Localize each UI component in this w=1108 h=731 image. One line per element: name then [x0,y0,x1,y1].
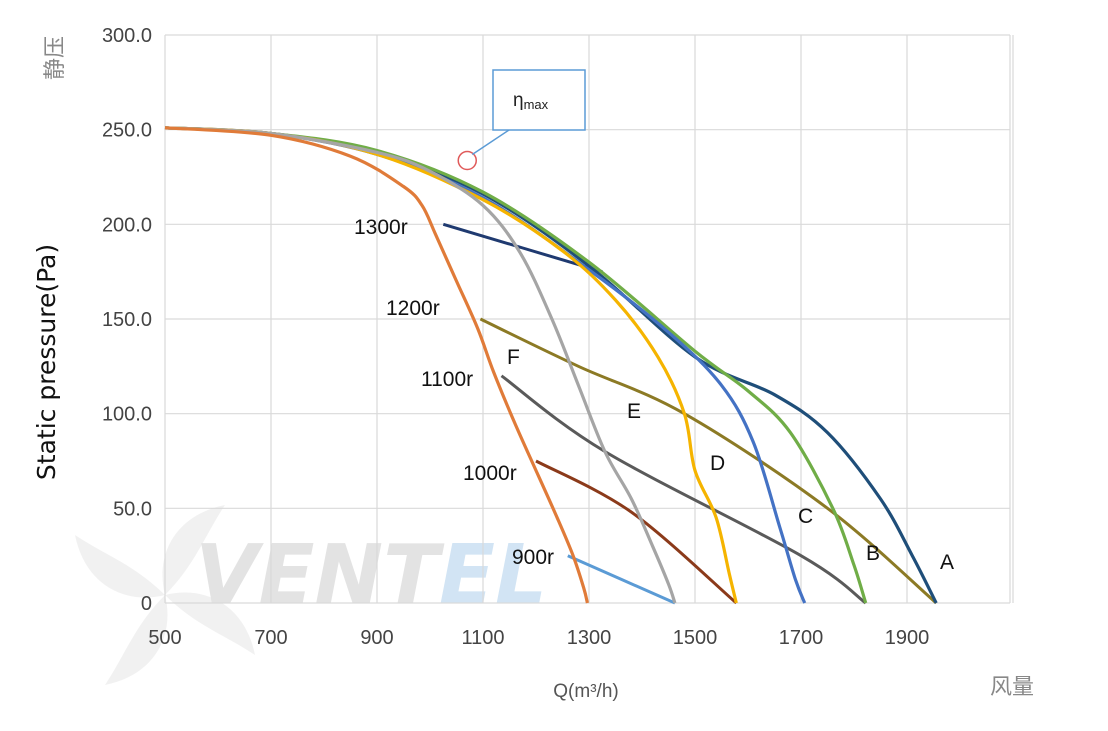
y-axis-label-cn: 静压 [43,36,68,80]
y-tick-label: 300.0 [102,25,152,47]
watermark-logo: VENTEL [75,505,547,685]
y-tick-label: 200.0 [102,214,152,236]
y-tick-label: 50.0 [113,498,152,520]
speed-line-1000r [535,459,738,605]
curve-label-B: B [866,542,880,565]
curve-label-F: F [507,346,520,369]
x-tick-label: 700 [254,627,287,649]
y-tick-labels: 0 50.0 100.0 150.0 200.0 250.0 300.0 [102,25,152,615]
speed-line-1200r [479,317,938,605]
speed-label-1000r: 1000r [463,462,517,485]
curve-label-E: E [627,400,641,423]
x-tick-label: 1500 [673,627,718,649]
grid [164,34,1014,604]
x-tick-label: 1100 [461,627,504,649]
speed-label-1300r: 1300r [354,216,408,239]
curve-label-A: A [940,551,954,574]
fan-curves [164,126,938,604]
curve-label-C: C [798,505,813,528]
x-axis-label: Q(m³/h) [553,681,618,702]
speed-label-1100r: 1100r [421,368,473,391]
speed-label-1200r: 1200r [386,297,440,320]
speed-lines [442,222,938,605]
x-axis-label-cn: 风量 [990,675,1034,700]
watermark-text: VENTEL [195,528,547,623]
x-tick-label: 900 [360,627,393,649]
x-tick-label: 1700 [779,627,824,649]
eta-max-marker [457,150,477,171]
speed-line-1100r [500,374,867,605]
eta-max-label: ηmax [513,90,549,112]
y-tick-label: 0 [141,593,152,615]
eta-max-box [492,69,586,131]
x-tick-label: 1900 [885,627,930,649]
speed-label-900r: 900r [512,546,554,569]
curve-E [164,126,677,604]
curve-label-D: D [710,452,725,475]
y-tick-label: 150.0 [102,309,152,331]
fan-blade-icon [75,505,255,685]
x-tick-labels: 500 700 900 1100 1300 1500 1700 1900 [148,627,929,649]
curve-F [164,126,589,604]
y-axis-label: Static pressure(Pa) [32,244,61,480]
eta-max-leader [471,127,513,156]
x-tick-label: 1300 [567,627,612,649]
axes: 静压 Static pressure(Pa) Q(m³/h) 风量 [32,36,1034,702]
y-tick-label: 100.0 [102,404,152,426]
curve-B [164,126,868,604]
annotations: ηmax [457,69,586,171]
curve-labels: 1300r 1200r 1100r 1000r 900r A B C D E F [354,216,954,574]
x-tick-label: 500 [148,627,181,649]
y-tick-label: 250.0 [102,120,152,142]
